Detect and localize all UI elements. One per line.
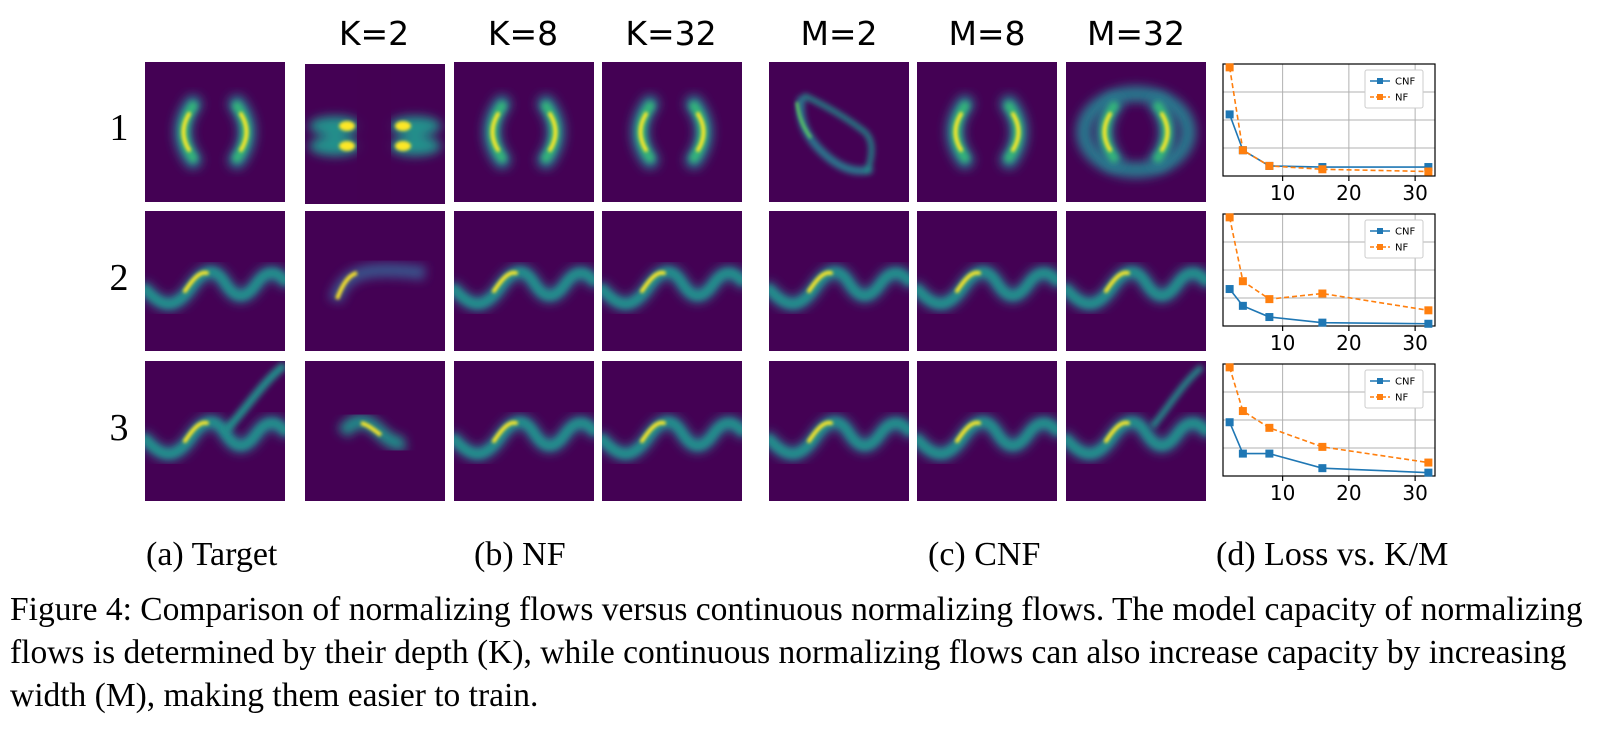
point-cnf	[1424, 468, 1433, 477]
x-tick-label: 30	[1402, 181, 1427, 205]
legend-label-cnf: CNF	[1395, 77, 1415, 88]
x-tick-label: 10	[1270, 181, 1295, 205]
row-label-2: 2	[109, 257, 129, 299]
figure-caption: Figure 4: Comparison of normalizing flow…	[10, 591, 1583, 714]
density-cnf-m32-3	[1066, 361, 1206, 501]
x-tick-label: 20	[1336, 331, 1361, 355]
density-nf-k2-2	[305, 211, 445, 351]
legend-marker-cnf	[1377, 228, 1383, 234]
loss-plot-svg-2: 10 20 30 CNF NF	[1222, 213, 1436, 355]
subcaption-c: (c) CNF	[928, 536, 1041, 573]
legend-marker-nf	[1377, 394, 1383, 400]
legend-label-nf: NF	[1395, 93, 1408, 104]
plot-frame	[1222, 63, 1436, 177]
density-cnf-m32-1	[1066, 62, 1206, 202]
point-cnf	[1225, 418, 1234, 427]
legend-marker-cnf	[1377, 378, 1383, 384]
x-tick-label: 30	[1402, 331, 1427, 355]
density-nf-k8-2	[454, 211, 594, 351]
point-nf	[1238, 277, 1247, 286]
point-nf	[1238, 407, 1247, 416]
point-nf	[1265, 161, 1274, 170]
density-nf-k32-2	[602, 211, 742, 351]
density-cnf-m8-1	[917, 62, 1057, 202]
density-cnf-m32-2	[1066, 211, 1206, 351]
point-cnf	[1238, 301, 1247, 310]
point-cnf	[1424, 163, 1433, 172]
point-nf	[1225, 63, 1234, 72]
point-nf	[1318, 442, 1327, 451]
column-header-m32: M=32	[1086, 14, 1186, 53]
density-nf-k8-1	[454, 62, 594, 202]
density-target-1	[145, 62, 285, 202]
x-tick-label: 20	[1336, 181, 1361, 205]
loss-plot-svg-3: 10 20 30 CNF NF	[1222, 363, 1436, 505]
legend-label-cnf: CNF	[1395, 227, 1415, 238]
density-target-3	[145, 361, 285, 501]
density-cnf-m2-1	[769, 62, 909, 202]
point-cnf	[1238, 449, 1247, 458]
loss-plot-3: 10 20 30 CNF NF	[1215, 362, 1445, 512]
density-nf-k2-1	[305, 64, 445, 204]
point-cnf	[1225, 110, 1234, 119]
column-header-k8: K=8	[487, 14, 559, 53]
point-nf	[1238, 146, 1247, 155]
density-cnf-m2-3	[769, 361, 909, 501]
column-header-k32: K=32	[625, 14, 717, 53]
x-tick-label: 20	[1336, 481, 1361, 505]
density-nf-k2-3	[305, 361, 445, 501]
row-label-1: 1	[109, 107, 129, 149]
point-cnf	[1318, 464, 1327, 473]
plot-frame	[1222, 213, 1436, 327]
point-cnf	[1318, 318, 1327, 327]
point-nf	[1225, 363, 1234, 372]
density-cnf-m8-3	[917, 361, 1057, 501]
density-target-2	[145, 211, 285, 351]
point-nf	[1424, 458, 1433, 467]
point-nf	[1265, 295, 1274, 304]
point-cnf	[1424, 319, 1433, 328]
x-tick-label: 30	[1402, 481, 1427, 505]
legend-marker-nf	[1377, 94, 1383, 100]
point-cnf	[1265, 313, 1274, 322]
point-cnf	[1225, 285, 1234, 294]
point-nf	[1424, 167, 1433, 176]
legend-marker-cnf	[1377, 78, 1383, 84]
series-line-nf	[1228, 367, 1429, 464]
x-tick-label: 10	[1270, 331, 1295, 355]
row-label-3: 3	[109, 407, 129, 449]
density-nf-k32-1	[602, 62, 742, 202]
point-nf	[1265, 423, 1274, 432]
density-nf-k8-3	[454, 361, 594, 501]
subcaption-a: (a) Target	[146, 536, 278, 573]
x-tick-label: 10	[1270, 481, 1295, 505]
loss-plot-svg-1: 10 20 30 CNF NF	[1222, 63, 1436, 205]
loss-plot-2: 10 20 30 CNF NF	[1215, 212, 1445, 362]
legend-label-nf: NF	[1395, 243, 1408, 254]
point-nf	[1225, 213, 1234, 222]
legend-label-cnf: CNF	[1395, 377, 1415, 388]
column-header-m2: M=2	[800, 14, 878, 53]
column-header-k2: K=2	[338, 14, 410, 53]
point-nf	[1424, 306, 1433, 315]
point-nf	[1318, 289, 1327, 298]
point-cnf	[1265, 449, 1274, 458]
legend-label-nf: NF	[1395, 393, 1408, 404]
series-line-cnf	[1228, 114, 1429, 168]
column-header-m8: M=8	[948, 14, 1026, 53]
density-cnf-m2-2	[769, 211, 909, 351]
subcaption-b: (b) NF	[474, 536, 566, 573]
loss-plot-1: 10 20 30 CNF NF	[1215, 62, 1445, 212]
plot-frame	[1222, 363, 1436, 477]
density-cnf-m8-2	[917, 211, 1057, 351]
point-nf	[1318, 165, 1327, 174]
legend-marker-nf	[1377, 244, 1383, 250]
density-nf-k32-3	[602, 361, 742, 501]
subcaption-d: (d) Loss vs. K/M	[1216, 536, 1449, 573]
